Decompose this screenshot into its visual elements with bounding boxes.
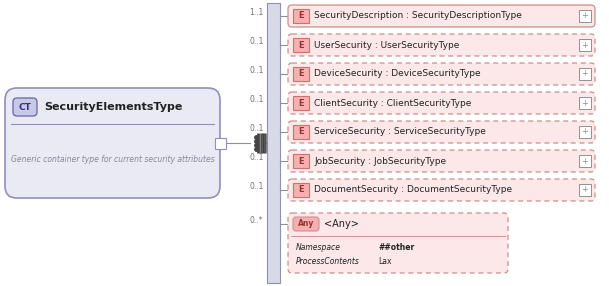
Bar	[579, 39, 591, 51]
Text: +: +	[582, 186, 588, 194]
Text: 0..1: 0..1	[249, 95, 264, 104]
FancyBboxPatch shape	[288, 213, 508, 273]
Bar	[293, 183, 309, 197]
Bar	[579, 184, 591, 196]
Bar	[214, 138, 225, 148]
Text: +: +	[582, 98, 588, 108]
Text: E: E	[298, 128, 304, 136]
Text: <Any>: <Any>	[324, 219, 359, 229]
Text: +: +	[582, 69, 588, 78]
Text: Namespace: Namespace	[296, 243, 341, 253]
Text: ClientSecurity : ClientSecurityType: ClientSecurity : ClientSecurityType	[314, 98, 471, 108]
Bar	[579, 126, 591, 138]
FancyBboxPatch shape	[288, 5, 595, 27]
FancyBboxPatch shape	[288, 121, 595, 143]
Bar	[579, 68, 591, 80]
Text: 0..1: 0..1	[249, 124, 264, 133]
FancyBboxPatch shape	[288, 34, 595, 56]
Text: DocumentSecurity : DocumentSecurityType: DocumentSecurity : DocumentSecurityType	[314, 186, 512, 194]
Bar	[267, 3, 280, 283]
Text: 0..1: 0..1	[249, 37, 264, 46]
Text: +: +	[582, 11, 588, 21]
Text: JobSecurity : JobSecurityType: JobSecurity : JobSecurityType	[314, 156, 446, 166]
Text: E: E	[298, 98, 304, 108]
Text: E: E	[298, 186, 304, 194]
Text: +: +	[582, 156, 588, 166]
Bar	[293, 9, 309, 23]
FancyBboxPatch shape	[288, 63, 595, 85]
FancyBboxPatch shape	[5, 88, 220, 198]
Text: SecurityElementsType: SecurityElementsType	[44, 102, 182, 112]
Bar	[293, 125, 309, 139]
Bar	[579, 97, 591, 109]
FancyBboxPatch shape	[288, 92, 595, 114]
Text: ##other: ##other	[378, 243, 414, 253]
Text: ServiceSecurity : ServiceSecurityType: ServiceSecurity : ServiceSecurityType	[314, 128, 486, 136]
FancyBboxPatch shape	[288, 179, 595, 201]
Bar	[293, 154, 309, 168]
Text: ProcessContents: ProcessContents	[296, 257, 360, 267]
Text: UserSecurity : UserSecurityType: UserSecurity : UserSecurityType	[314, 41, 459, 49]
FancyBboxPatch shape	[293, 217, 319, 231]
Text: E: E	[298, 69, 304, 78]
Text: CT: CT	[18, 102, 32, 112]
Bar	[579, 10, 591, 22]
Bar	[579, 155, 591, 167]
Text: E: E	[298, 41, 304, 49]
FancyBboxPatch shape	[288, 150, 595, 172]
Text: 0..1: 0..1	[249, 66, 264, 75]
Text: +: +	[582, 128, 588, 136]
Bar	[293, 96, 309, 110]
Text: 0..1: 0..1	[249, 182, 264, 191]
Bar	[293, 38, 309, 52]
Text: Any: Any	[298, 219, 314, 229]
Text: 0..*: 0..*	[250, 216, 264, 225]
FancyBboxPatch shape	[13, 98, 37, 116]
Text: +: +	[582, 41, 588, 49]
Text: DeviceSecurity : DeviceSecurityType: DeviceSecurity : DeviceSecurityType	[314, 69, 481, 78]
Bar	[293, 67, 309, 81]
Text: E: E	[298, 156, 304, 166]
Text: Generic container type for current security attributes: Generic container type for current secur…	[10, 154, 214, 164]
Text: E: E	[298, 11, 304, 21]
Text: SecurityDescription : SecurityDescriptionType: SecurityDescription : SecurityDescriptio…	[314, 11, 522, 21]
Text: 1..1: 1..1	[249, 8, 264, 17]
Text: 0..1: 0..1	[249, 153, 264, 162]
Text: Lax: Lax	[378, 257, 392, 267]
